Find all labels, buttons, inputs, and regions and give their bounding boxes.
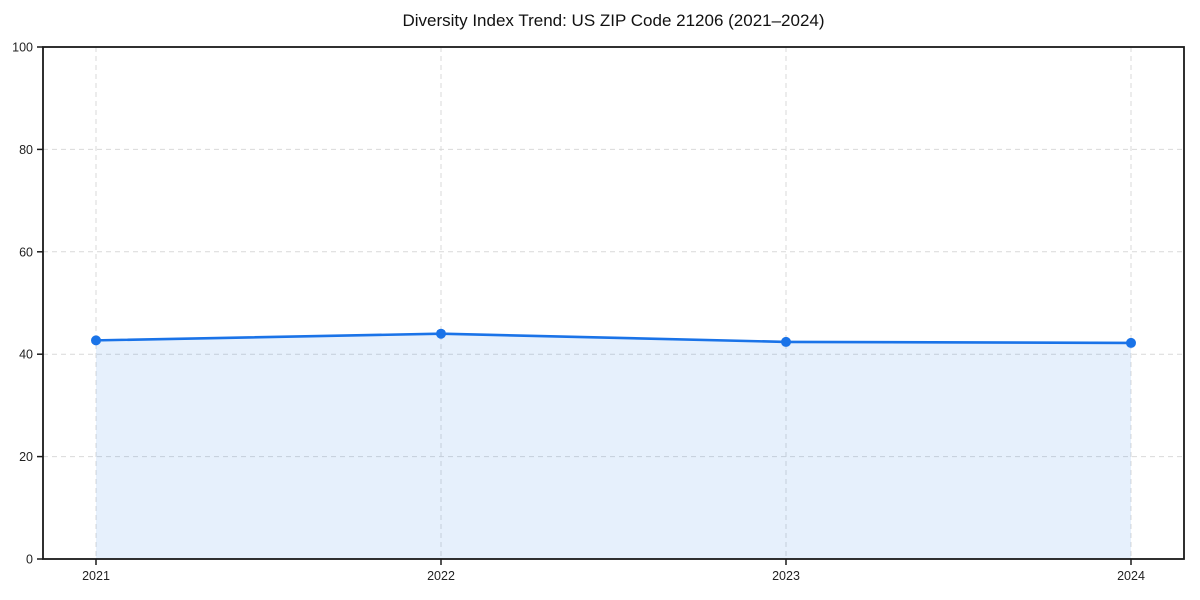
y-tick-label: 60 — [19, 245, 33, 259]
y-tick-label: 20 — [19, 450, 33, 464]
plot-border — [42, 46, 1185, 560]
x-tick-label: 2022 — [427, 569, 455, 583]
chart-title: Diversity Index Trend: US ZIP Code 21206… — [402, 11, 825, 30]
x-tick-label: 2023 — [772, 569, 800, 583]
y-tick-label: 100 — [12, 41, 33, 55]
area-fill — [96, 333, 1131, 559]
y-tick-label: 0 — [26, 553, 33, 567]
data-point — [1126, 337, 1136, 348]
trend-line — [94, 332, 1133, 345]
x-tick-label: 2024 — [1117, 569, 1145, 583]
y-tick-label: 80 — [19, 143, 33, 157]
data-point — [781, 336, 791, 347]
data-point — [91, 335, 101, 346]
y-tick-label: 40 — [19, 348, 33, 362]
data-point — [436, 328, 446, 339]
x-tick-label: 2021 — [82, 569, 110, 583]
